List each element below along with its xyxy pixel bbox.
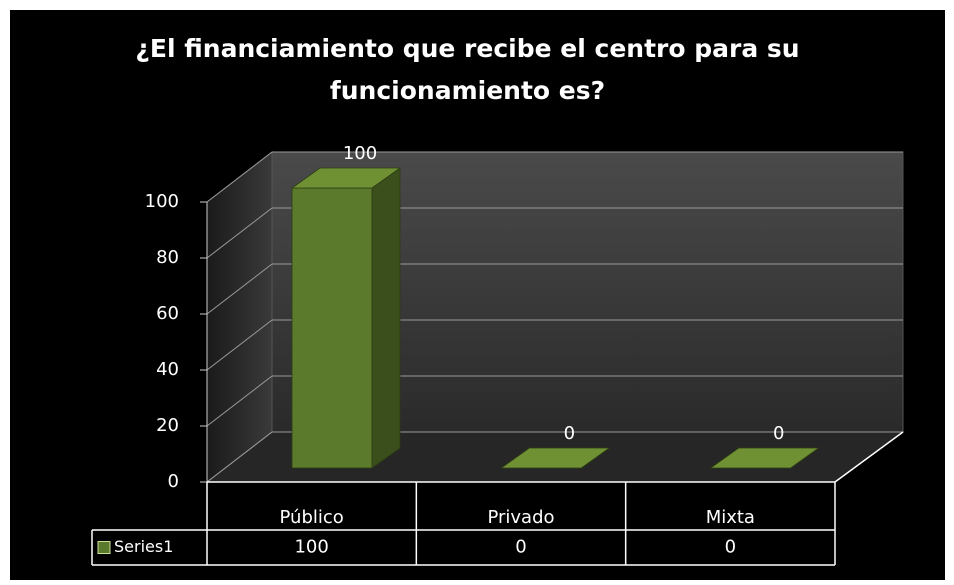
side-wall [206,150,273,484]
y-tick-label: 80 [156,247,179,268]
grid-line [206,263,273,315]
grid-line [206,207,273,259]
table-border [834,431,904,483]
x-tick-label: Mixta [706,507,755,528]
grid-line [206,151,273,203]
bar [709,447,820,469]
data-label: 0 [564,423,575,444]
bar-top [290,167,402,189]
grid-line [206,431,273,483]
y-tick-label: 100 [145,191,179,212]
chart-title: ¿El financiamiento que recibe el centro … [135,34,800,105]
table-value: 100 [294,537,328,558]
x-tick-label: Privado [487,507,554,528]
bar-side [371,167,401,469]
legend-key [97,541,111,554]
bar [500,447,611,469]
bar-top [709,447,820,469]
y-tick-label: 20 [156,415,179,436]
y-tick-label: 0 [168,471,179,492]
title-box: ¿El financiamiento que recibe el centro … [0,28,935,112]
data-label: 0 [773,423,784,444]
table-value: 0 [515,537,526,558]
y-tick-label: 60 [156,303,179,324]
legend-label: Series1 [114,537,173,556]
y-tick-label: 40 [156,359,179,380]
bar-top [500,447,611,469]
grid-line [206,375,273,427]
bar [290,167,402,469]
bar-front [291,187,373,469]
x-tick-label: Público [280,507,344,528]
table-value: 0 [725,537,736,558]
grid-line [206,319,273,371]
data-label: 100 [343,143,377,164]
